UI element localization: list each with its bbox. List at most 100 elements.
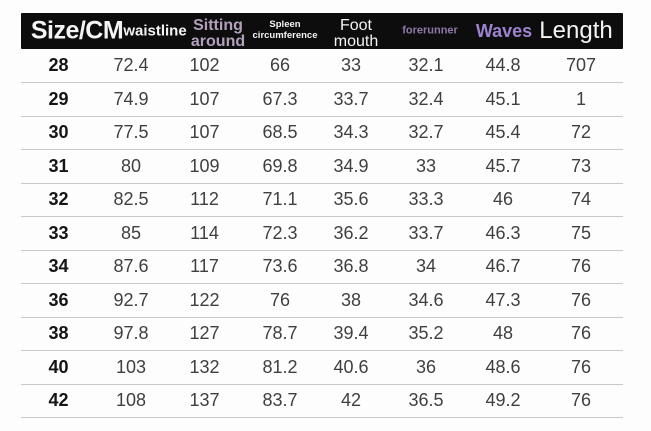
table-cell: 33	[385, 149, 467, 184]
size-cell: 32	[21, 183, 96, 217]
table-cell: 109	[166, 149, 243, 184]
column-header-size: Size/CM	[30, 16, 124, 45]
table-cell: 48.6	[467, 350, 539, 385]
size-cell: 42	[21, 384, 96, 418]
table-cell: 122	[166, 283, 243, 318]
table-cell: 42	[317, 384, 385, 418]
table-cell: 69.8	[243, 149, 317, 184]
table-cell: 78.7	[243, 317, 317, 351]
table-cell: 67.3	[243, 82, 317, 117]
column-header-length: Length	[539, 17, 613, 44]
table-cell: 45.1	[467, 82, 539, 117]
table-cell: 97.8	[96, 317, 166, 351]
column-header-foot-mouth: Foot mouth	[333, 16, 379, 50]
table-cell: 33	[317, 49, 385, 83]
table-row: 36 92.7 122 76 38 34.6 47.3 76	[21, 283, 623, 318]
table-cell: 107	[166, 116, 243, 150]
table-cell: 48	[467, 317, 539, 351]
column-header-spleen-circumference: Spleen circumference	[252, 19, 318, 41]
table-cell: 73	[539, 149, 623, 184]
table-header-bar: Size/CM waistline Sitting around Spleen …	[21, 13, 623, 49]
table-cell: 107	[166, 82, 243, 117]
table-cell: 707	[539, 49, 623, 83]
table-cell: 103	[96, 350, 166, 385]
table-cell: 92.7	[96, 283, 166, 318]
table-cell: 76	[539, 384, 623, 418]
table-cell: 77.5	[96, 116, 166, 150]
size-cell: 33	[21, 216, 96, 251]
table-row: 40 103 132 81.2 40.6 36 48.6 76	[21, 350, 623, 385]
table-cell: 87.6	[96, 250, 166, 284]
table-cell: 40.6	[317, 350, 385, 385]
table-row: 33 85 114 72.3 36.2 33.7 46.3 75	[21, 216, 623, 251]
table-cell: 34.9	[317, 149, 385, 184]
size-cell: 36	[21, 283, 96, 318]
table-cell: 71.1	[243, 183, 317, 217]
table-cell: 132	[166, 350, 243, 385]
table-row: 31 80 109 69.8 34.9 33 45.7 73	[21, 149, 623, 184]
table-cell: 74.9	[96, 82, 166, 117]
size-cell: 28	[21, 49, 96, 83]
table-cell: 80	[96, 149, 166, 184]
table-cell: 117	[166, 250, 243, 284]
table-cell: 34.6	[385, 283, 467, 318]
table-cell: 76	[539, 350, 623, 385]
table-cell: 36.8	[317, 250, 385, 284]
table-cell: 44.8	[467, 49, 539, 83]
table-cell: 36	[385, 350, 467, 385]
table-cell: 85	[96, 216, 166, 251]
table-row: 42 108 137 83.7 42 36.5 49.2 76	[21, 384, 623, 418]
table-cell: 74	[539, 183, 623, 217]
table-cell: 72	[539, 116, 623, 150]
table-cell: 45.7	[467, 149, 539, 184]
table-cell: 35.2	[385, 317, 467, 351]
table-cell: 76	[539, 317, 623, 351]
table-row: 38 97.8 127 78.7 39.4 35.2 48 76	[21, 317, 623, 351]
table-cell: 82.5	[96, 183, 166, 217]
size-table-body: 28 72.4 102 66 33 32.1 44.8 707 29 74.9 107 67.3 33.…	[21, 49, 623, 418]
table-cell: 1	[539, 82, 623, 117]
table-cell: 72.3	[243, 216, 317, 251]
table-cell: 76	[539, 283, 623, 318]
table-cell: 32.1	[385, 49, 467, 83]
table-row: 34 87.6 117 73.6 36.8 34 46.7 76	[21, 250, 623, 284]
table-cell: 68.5	[243, 116, 317, 150]
table-cell: 127	[166, 317, 243, 351]
table-cell: 36.5	[385, 384, 467, 418]
table-cell: 45.4	[467, 116, 539, 150]
table-cell: 108	[96, 384, 166, 418]
size-cell: 30	[21, 116, 96, 150]
table-cell: 47.3	[467, 283, 539, 318]
table-cell: 73.6	[243, 250, 317, 284]
table-cell: 33.7	[385, 216, 467, 251]
column-header-forerunner: forerunner	[402, 24, 458, 37]
table-row: 29 74.9 107 67.3 33.7 32.4 45.1 1	[21, 82, 623, 117]
table-cell: 75	[539, 216, 623, 251]
size-cell: 34	[21, 250, 96, 284]
table-cell: 83.7	[243, 384, 317, 418]
table-cell: 32.7	[385, 116, 467, 150]
table-cell: 34	[385, 250, 467, 284]
table-cell: 76	[243, 283, 317, 318]
size-cell: 29	[21, 82, 96, 117]
table-cell: 46.3	[467, 216, 539, 251]
table-cell: 114	[166, 216, 243, 251]
table-cell: 76	[539, 250, 623, 284]
table-cell: 66	[243, 49, 317, 83]
table-cell: 102	[166, 49, 243, 83]
table-cell: 46.7	[467, 250, 539, 284]
size-cell: 31	[21, 149, 96, 184]
table-cell: 33.7	[317, 82, 385, 117]
table-cell: 36.2	[317, 216, 385, 251]
table-row: 32 82.5 112 71.1 35.6 33.3 46 74	[21, 183, 623, 217]
table-cell: 112	[166, 183, 243, 217]
table-cell: 35.6	[317, 183, 385, 217]
table-cell: 33.3	[385, 183, 467, 217]
table-cell: 34.3	[317, 116, 385, 150]
column-header-waistline: waistline	[123, 22, 187, 40]
table-cell: 81.2	[243, 350, 317, 385]
table-cell: 39.4	[317, 317, 385, 351]
column-header-sitting-around: Sitting around	[190, 16, 246, 50]
size-cell: 38	[21, 317, 96, 351]
table-cell: 137	[166, 384, 243, 418]
